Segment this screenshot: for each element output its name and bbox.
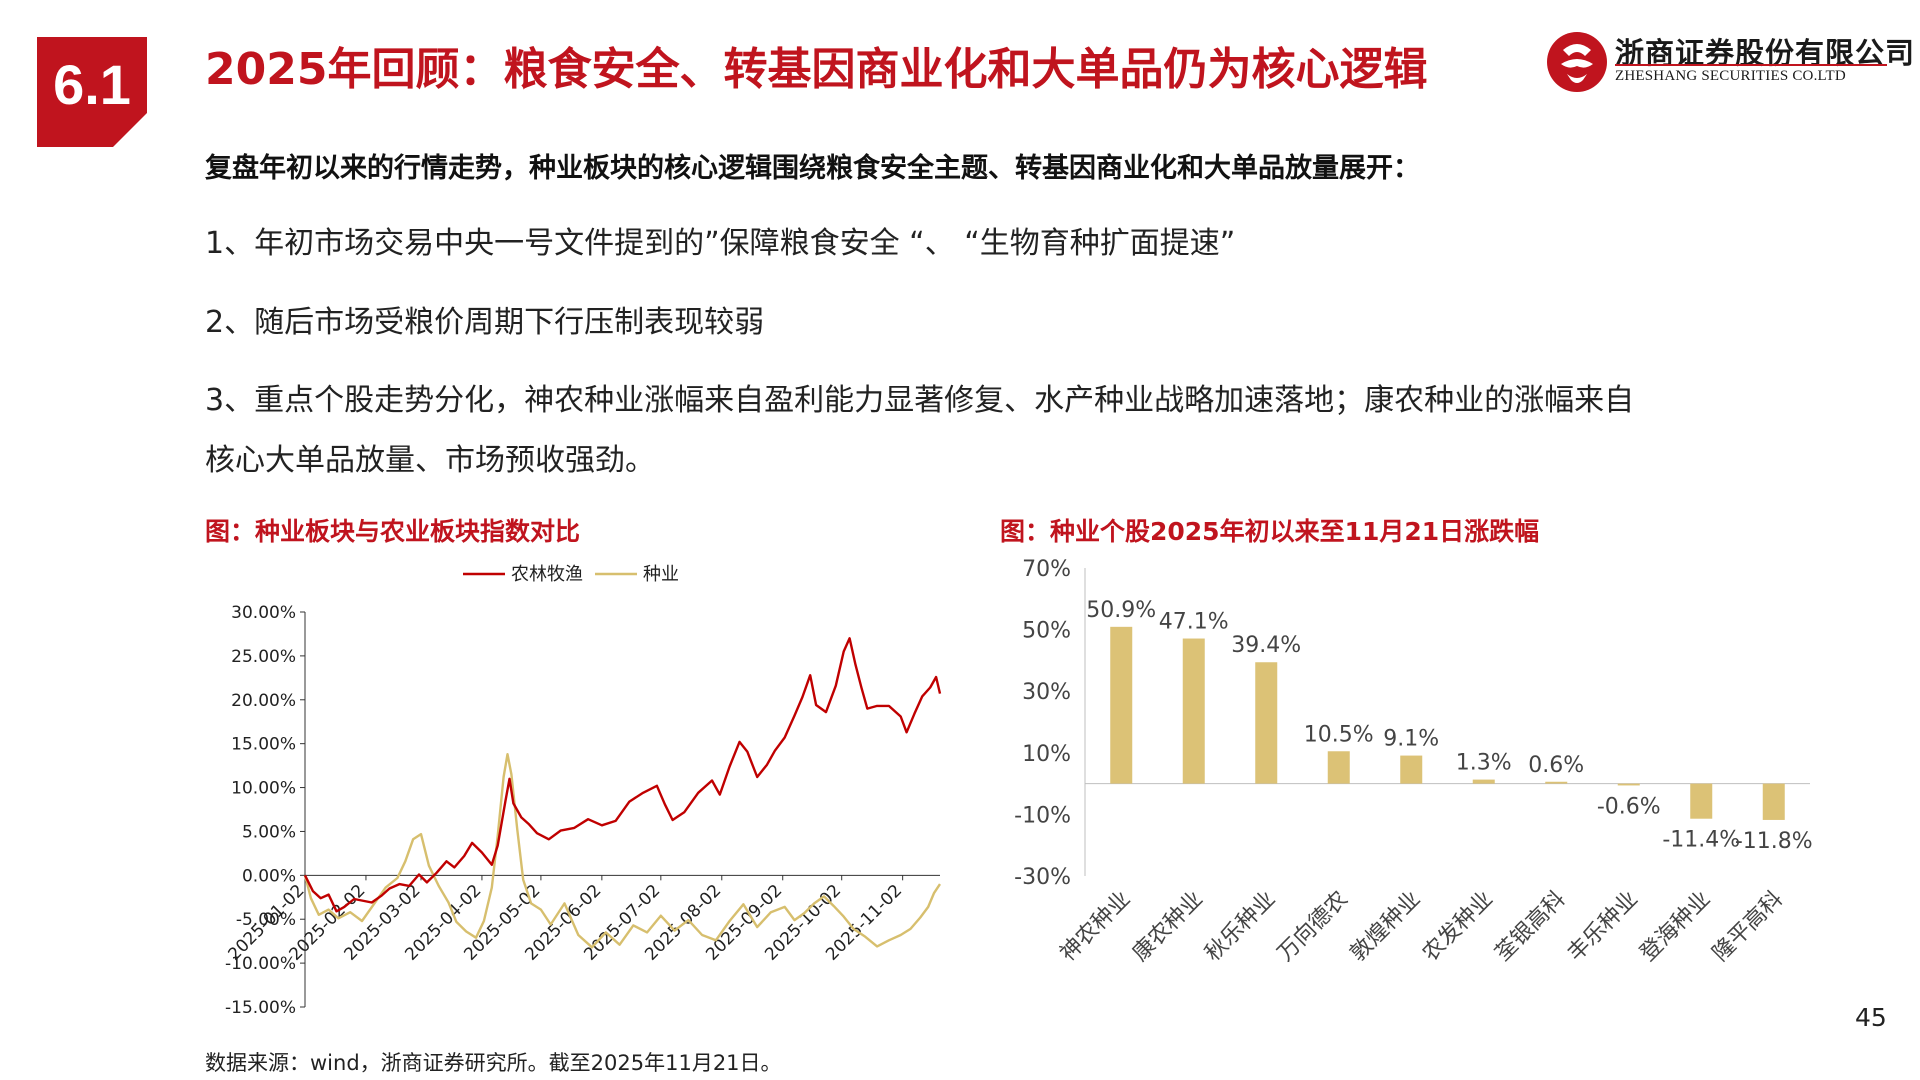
y-tick-label: -30% — [1014, 865, 1071, 890]
bar — [1690, 783, 1713, 819]
y-tick-label: 5.00% — [242, 822, 296, 842]
y-tick-label: 30.00% — [231, 603, 296, 623]
index-comparison-line-chart: 30.00% 25.00% 20.00% 15.00% 10.00% 5.00% 0.00%… — [225, 564, 942, 1018]
data-label: -0.6% — [1597, 794, 1661, 819]
series-line — [303, 753, 941, 949]
data-label: -11.4% — [1662, 828, 1740, 853]
logo-name-en: ZHESHANG SECURITIES CO.LTD — [1615, 68, 1846, 84]
category-label: 登海种业 — [1636, 887, 1716, 967]
legend-label: 农林牧渔 — [511, 564, 583, 585]
data-label: 39.4% — [1231, 633, 1301, 658]
category-label: 农发种业 — [1418, 887, 1498, 967]
y-tick-label: -15.00% — [225, 998, 296, 1018]
bar — [1182, 638, 1205, 784]
point-2: 2、随后市场受粮价周期下行压制表现较弱 — [205, 305, 765, 340]
y-tick-label: 70% — [1022, 557, 1071, 582]
category-label: 秋乐种业 — [1201, 887, 1281, 967]
y-tick-label: 30% — [1022, 680, 1071, 705]
data-label: 50.9% — [1086, 598, 1156, 623]
data-source-note: 数据来源：wind，浙商证券研究所。截至2025年11月21日。 — [205, 1051, 782, 1075]
y-tick-label: -5.00% — [236, 910, 296, 930]
y-tick-label: 50% — [1022, 619, 1071, 644]
data-label: 0.6% — [1528, 753, 1584, 778]
point-3: 3、重点个股走势分化，神农种业涨幅来自盈利能力显著修复、水产种业战略加速落地；康… — [205, 383, 1635, 418]
logo-divider — [1615, 64, 1887, 66]
bar — [1110, 626, 1133, 784]
y-tick-label: 10.00% — [231, 779, 296, 799]
bar — [1400, 755, 1423, 784]
category-label: 康农种业 — [1128, 887, 1208, 967]
company-logo: 浙商证券股份有限公司 ZHESHANG SECURITIES CO.LTD — [1545, 28, 1914, 98]
y-tick-label: 15.00% — [231, 735, 296, 755]
bar — [1617, 783, 1640, 786]
y-tick-label: -10% — [1014, 803, 1071, 828]
series-line — [303, 637, 942, 913]
page-number: 45 — [1855, 1003, 1887, 1032]
y-tick-label: 10% — [1022, 742, 1071, 767]
category-label: 敦煌种业 — [1346, 887, 1426, 967]
category-label: 万向德农 — [1273, 887, 1353, 967]
data-label: -11.8% — [1735, 829, 1813, 854]
section-badge: 6.1 — [37, 37, 147, 147]
data-label: 9.1% — [1383, 727, 1439, 752]
data-label: 1.3% — [1456, 751, 1512, 776]
point-1: 1、年初市场交易中央一号文件提到的”保障粮食安全 “、 “生物育种扩面提速” — [205, 226, 1236, 261]
category-label: 丰乐种业 — [1563, 887, 1643, 967]
y-tick-label: 25.00% — [231, 647, 296, 667]
y-tick-label: 0.00% — [242, 866, 296, 886]
logo-emblem-icon — [1547, 32, 1607, 92]
bar — [1255, 662, 1278, 784]
bar — [1472, 779, 1495, 784]
y-tick-label: 20.00% — [231, 691, 296, 711]
category-label: 隆平高科 — [1708, 887, 1788, 967]
section-number: 6.1 — [53, 53, 131, 116]
figure-right-title: 图：种业个股2025年初以来至11月21日涨跌幅 — [1000, 517, 1540, 546]
page-title: 2025年回顾：粮食安全、转基因商业化和大单品仍为核心逻辑 — [205, 44, 1428, 95]
bar — [1327, 751, 1350, 784]
bar — [1545, 781, 1568, 784]
intro-text: 复盘年初以来的行情走势，种业板块的核心逻辑围绕粮食安全主题、转基因商业化和大单品… — [205, 153, 1420, 184]
category-label: 神农种业 — [1056, 887, 1136, 967]
stock-returns-bar-chart: 70% 50% 30% 10% -10% -30% 50.9% 神农种业 47.1% 康农种业 39… — [1014, 557, 1813, 967]
data-label: 10.5% — [1304, 722, 1374, 747]
point-3-continued: 核心大单品放量、市场预收强劲。 — [205, 443, 655, 478]
figure-left-title: 图：种业板块与农业板块指数对比 — [205, 517, 581, 546]
y-tick-label: -10.00% — [225, 954, 296, 974]
legend-label: 种业 — [643, 564, 679, 585]
category-label: 荃银高科 — [1491, 887, 1571, 967]
bar — [1762, 783, 1785, 820]
data-label: 47.1% — [1159, 610, 1229, 635]
